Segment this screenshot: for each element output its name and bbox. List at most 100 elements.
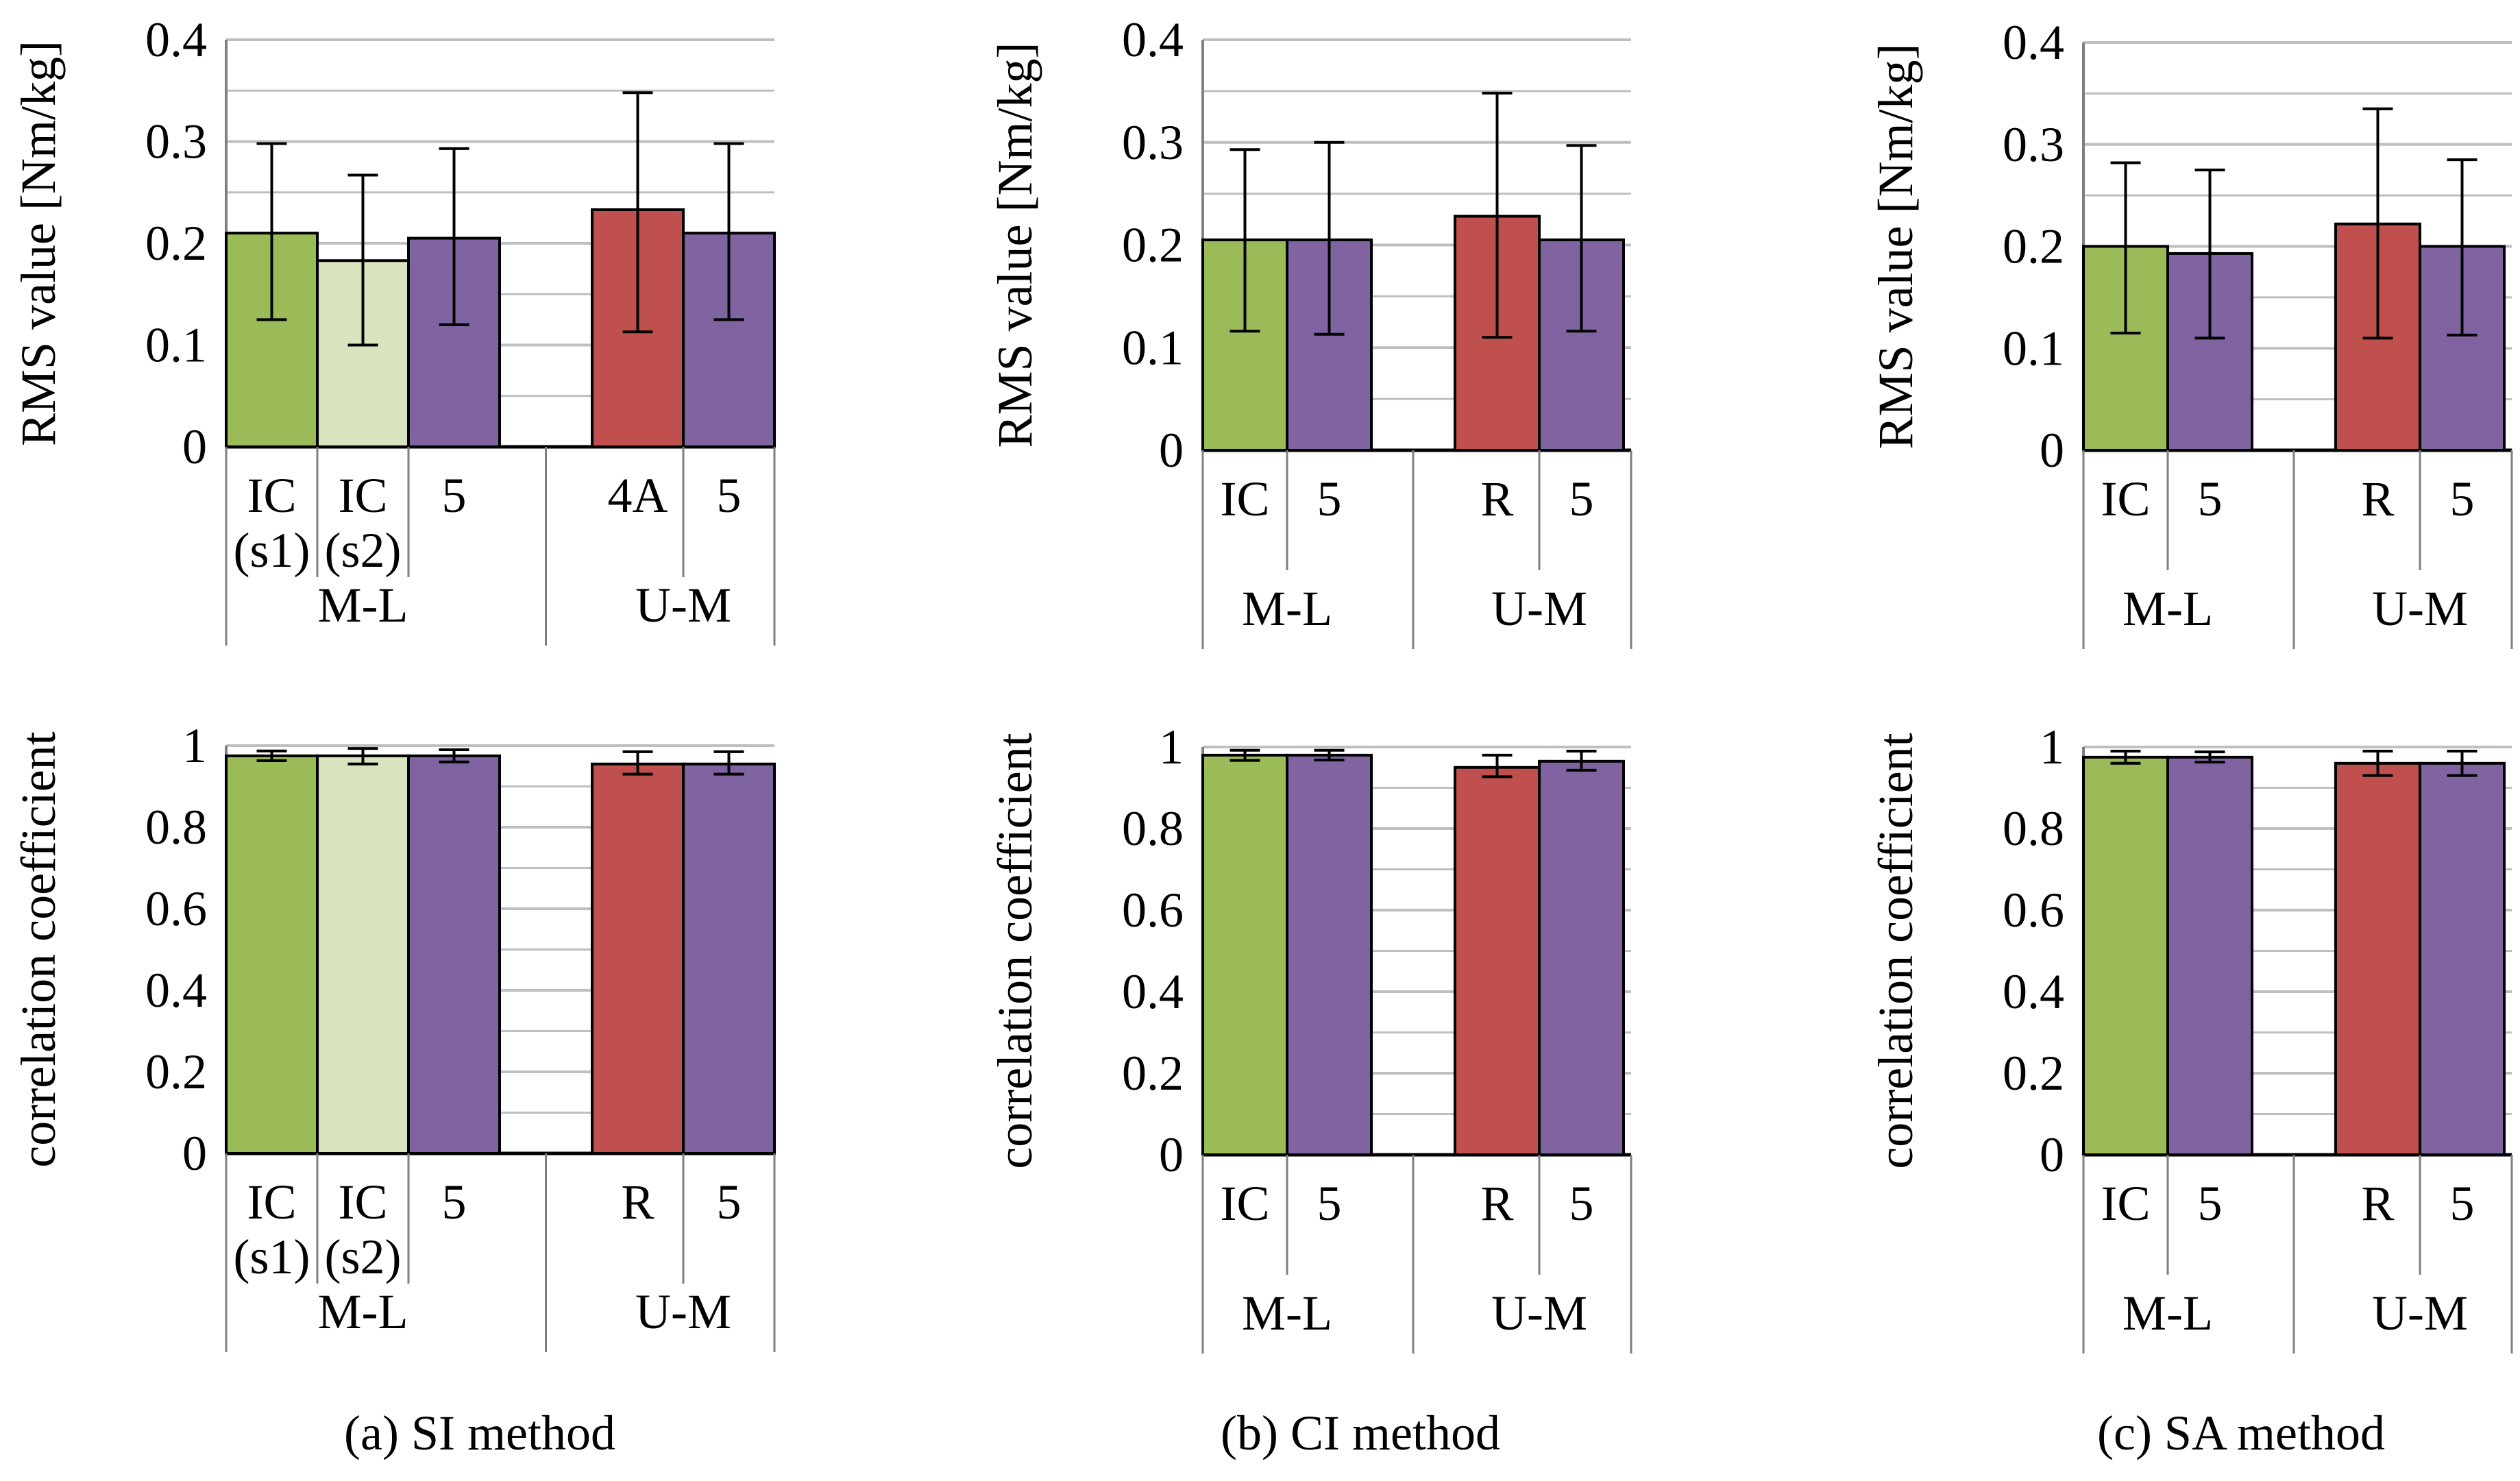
y-axis-title: RMS value [Nm/kg]	[988, 42, 1042, 448]
bar	[591, 762, 685, 1155]
y-axis-title: correlation coefficient	[1868, 733, 1923, 1168]
y-tick-label: 0	[2040, 1127, 2064, 1182]
caption-si-method: (a) SI method	[344, 1406, 615, 1460]
bar	[1286, 753, 1373, 1156]
bar	[2166, 755, 2253, 1156]
group-label: U-M	[635, 578, 731, 633]
group-label: M-L	[1242, 1286, 1332, 1341]
caption-ci-method: (b) CI method	[1221, 1406, 1500, 1460]
y-tick-label: 0.3	[2003, 117, 2064, 172]
x-tick-label: 5	[1317, 1176, 1342, 1231]
x-tick-label: R	[621, 1175, 654, 1229]
y-tick-label: 0.1	[1122, 320, 1184, 375]
y-tick-label: 1	[2040, 720, 2064, 774]
x-tick-label: (s2)	[325, 523, 402, 578]
y-tick-label: 0.4	[1122, 964, 1184, 1019]
chart-ci-corr: correlation coefficient 0 0.2 0.4 0.6 0.8 1 IC 5…	[988, 720, 1632, 1354]
x-tick-label: IC	[339, 1175, 388, 1229]
y-tick-label: 0.1	[145, 318, 207, 373]
x-tick-label: 5	[442, 468, 467, 523]
y-tick-label: 0.6	[1122, 883, 1184, 938]
y-tick-label: 0.6	[2003, 883, 2064, 938]
x-tick-label: IC	[247, 1175, 297, 1229]
x-tick-label: R	[2361, 1176, 2394, 1231]
y-tick-label: 0.4	[145, 12, 207, 67]
y-tick-label: 0.8	[145, 800, 207, 855]
chart-si-rms: RMS value [Nm/kg]00.10.20.30.4IC(s1)IC(s…	[11, 12, 776, 646]
y-axis-title: correlation coefficient	[11, 731, 66, 1167]
group-label: U-M	[1491, 581, 1587, 636]
y-tick-label: 0.4	[2003, 964, 2064, 1019]
x-tick-label: R	[2361, 472, 2394, 526]
group-label: M-L	[2123, 581, 2213, 636]
bar	[2419, 761, 2506, 1157]
y-tick-label: 0	[2040, 423, 2064, 478]
group-label: M-L	[318, 1284, 408, 1339]
x-tick-label: 5	[717, 1175, 742, 1229]
x-tick-label: 5	[2198, 472, 2223, 526]
group-label: U-M	[635, 1284, 731, 1339]
x-tick-label: IC	[1221, 1176, 1270, 1231]
y-axis-title: RMS value [Nm/kg]	[1868, 44, 1923, 450]
x-tick-label: R	[1480, 472, 1513, 526]
bar	[1538, 759, 1625, 1156]
y-axis-title: correlation coefficient	[988, 733, 1042, 1168]
chart-sa-corr: correlation coefficient 0 0.2 0.4 0.6 0.8 1 IC 5…	[1868, 720, 2513, 1354]
x-tick-label: 5	[1569, 472, 1594, 526]
x-tick-label: 5	[717, 468, 742, 523]
x-tick-label: 5	[2198, 1176, 2223, 1231]
x-tick-label: 5	[1569, 1176, 1594, 1231]
x-tick-label: IC	[2101, 472, 2151, 526]
x-tick-label: 5	[1317, 472, 1342, 526]
y-tick-label: 0.4	[145, 963, 207, 1018]
y-tick-label: 0	[182, 419, 207, 474]
group-label: M-L	[1242, 581, 1332, 636]
panels: RMS value [Nm/kg]00.10.20.30.4IC(s1)IC(s…	[11, 12, 2513, 1354]
group-label: M-L	[318, 578, 408, 633]
y-tick-label: 0.2	[145, 216, 207, 271]
y-tick-label: 0.2	[145, 1044, 207, 1099]
bar	[316, 754, 410, 1155]
y-tick-label: 0	[182, 1126, 207, 1181]
x-tick-label: IC	[2101, 1176, 2151, 1231]
y-tick-label: 0.8	[2003, 801, 2064, 856]
x-tick-label: 4A	[608, 468, 668, 523]
y-tick-label: 0	[1159, 423, 1184, 478]
y-tick-label: 0.2	[2003, 1046, 2064, 1101]
x-tick-label: IC	[1221, 472, 1270, 526]
bar	[1454, 766, 1541, 1156]
chart-ci-rms: RMS value [Nm/kg] 0 0.1 0.2 0.3 0.4 IC 5 R 5 M-L U-…	[988, 12, 1632, 649]
bar	[2082, 755, 2169, 1156]
bar	[2334, 761, 2421, 1157]
x-tick-label: 5	[2450, 472, 2475, 526]
bar	[316, 259, 410, 448]
y-tick-label: 0	[1159, 1127, 1184, 1182]
y-tick-label: 0.6	[145, 881, 207, 936]
chart-sa-rms: RMS value [Nm/kg] 0 0.1 0.2 0.3 0.4 IC 5 R 5 M-L U-…	[1868, 15, 2513, 649]
x-tick-label: (s1)	[234, 523, 310, 578]
bar	[225, 754, 319, 1155]
bar	[407, 754, 501, 1155]
y-axis-title: RMS value [Nm/kg]	[11, 40, 66, 446]
bar	[1201, 753, 1288, 1156]
x-tick-label: IC	[247, 468, 297, 523]
x-tick-label: (s1)	[234, 1229, 310, 1284]
y-tick-label: 0.2	[2003, 219, 2064, 274]
y-tick-label: 0.3	[145, 114, 207, 169]
y-tick-label: 1	[182, 718, 207, 773]
caption-sa-method: (c) SA method	[2097, 1406, 2385, 1460]
x-tick-label: 5	[442, 1175, 467, 1229]
chart-si-corr: correlation coefficient 00.20.40.60.81IC(…	[11, 718, 776, 1352]
group-label: M-L	[2123, 1286, 2213, 1341]
y-tick-label: 0.8	[1122, 801, 1184, 856]
y-tick-label: 0.1	[2003, 321, 2064, 376]
y-tick-label: 0.3	[1122, 115, 1184, 170]
y-tick-label: 0.4	[1122, 12, 1184, 67]
bar	[407, 236, 501, 448]
group-label: U-M	[2372, 581, 2468, 636]
y-tick-label: 0.4	[2003, 15, 2064, 70]
y-tick-label: 1	[1159, 720, 1184, 774]
bar	[682, 762, 776, 1155]
x-tick-label: IC	[339, 468, 388, 523]
